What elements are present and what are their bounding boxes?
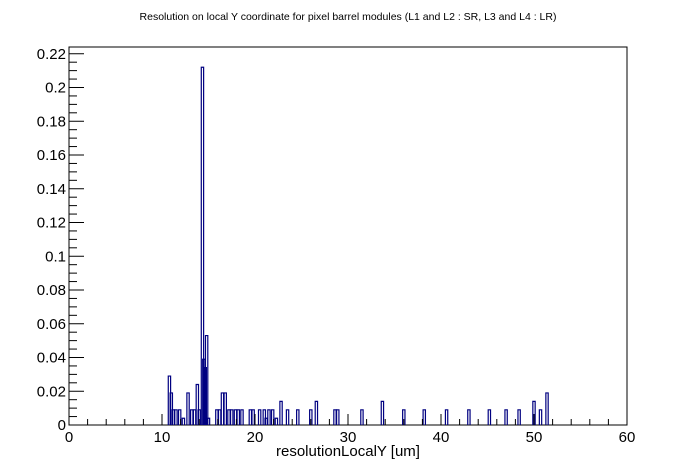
histogram-bar — [545, 392, 549, 425]
histogram-bar — [236, 409, 241, 425]
x-tick-label: 40 — [433, 429, 450, 446]
histogram-bar — [296, 409, 300, 425]
histogram-bar — [422, 409, 427, 425]
x-tick-label: 60 — [619, 429, 636, 446]
y-tick-label: 0.1 — [45, 248, 66, 265]
histogram-bar — [186, 392, 190, 425]
histogram-bar — [285, 409, 290, 425]
histogram-bar — [169, 392, 174, 425]
histogram-bar — [190, 409, 194, 425]
histogram-bar — [487, 409, 492, 425]
y-tick-label: 0.2 — [45, 80, 66, 97]
histogram-bar — [181, 417, 186, 425]
y-tick-label: 0.14 — [37, 181, 66, 198]
histogram-bar — [380, 400, 385, 425]
x-tick-label: 30 — [340, 429, 357, 446]
histogram-bar — [227, 409, 231, 425]
histogram-bar — [240, 409, 244, 425]
y-tick-label: 0.22 — [37, 46, 66, 63]
x-tick-label: 50 — [526, 429, 543, 446]
histogram-bar — [333, 409, 337, 425]
histogram-bar — [229, 409, 234, 425]
y-axis: 0 0.02 0.04 0.06 0.08 0.1 0.12 0.14 0.16 0.18 0.2 0… — [37, 46, 84, 434]
x-axis-label: resolutionLocalY [um] — [276, 443, 420, 460]
y-tick-label: 0.08 — [37, 282, 66, 299]
histogram-bar — [195, 383, 200, 425]
histogram-bar — [360, 409, 364, 425]
histogram-bar — [192, 409, 197, 425]
histogram-bar — [177, 409, 182, 425]
histogram-bar — [248, 409, 253, 425]
histogram-bar — [274, 417, 279, 425]
histogram-bar — [402, 409, 406, 425]
histogram-bar — [336, 409, 340, 425]
histogram-bar — [206, 417, 211, 425]
histogram-bar — [174, 409, 178, 425]
histogram-bar — [257, 409, 262, 425]
x-tick-label: 10 — [154, 429, 171, 446]
histogram-bar — [532, 400, 536, 425]
histogram-bar — [467, 409, 471, 425]
y-tick-label: 0.02 — [37, 383, 66, 400]
histogram-bar — [171, 409, 175, 425]
histogram-bars — [167, 66, 549, 425]
histogram-bar — [314, 400, 319, 425]
x-axis: 0 10 20 30 40 50 60 — [65, 414, 636, 446]
y-tick-label: 0.18 — [37, 113, 66, 130]
histogram-bar — [309, 409, 313, 425]
histogram-bar — [279, 400, 283, 425]
histogram-bar — [517, 409, 521, 425]
histogram-bar — [264, 417, 268, 425]
y-tick-label: 0.04 — [37, 350, 66, 367]
histogram-bar — [220, 392, 225, 425]
histogram-bar — [538, 409, 543, 425]
chart-title: Resolution on local Y coordinate for pix… — [140, 11, 557, 23]
histogram-bar — [262, 409, 267, 425]
x-tick-label: 0 — [65, 429, 73, 446]
histogram-bar — [223, 392, 227, 425]
y-tick-label: 0.16 — [37, 147, 66, 164]
x-tick-label: 20 — [247, 429, 264, 446]
histogram-bar — [197, 409, 201, 425]
y-tick-label: 0.06 — [37, 316, 66, 333]
y-tick-label: 0.12 — [37, 215, 66, 232]
plot-frame — [68, 46, 628, 426]
histogram-bar — [200, 66, 205, 425]
histogram-bar — [267, 409, 271, 425]
histogram-bar — [251, 409, 255, 425]
histogram-bar — [217, 409, 222, 425]
histogram-bar — [444, 409, 449, 425]
y-tick-label: 0 — [58, 417, 66, 434]
histogram-bar — [204, 334, 209, 425]
histogram-bar — [270, 409, 275, 425]
histogram-bar — [504, 409, 508, 425]
